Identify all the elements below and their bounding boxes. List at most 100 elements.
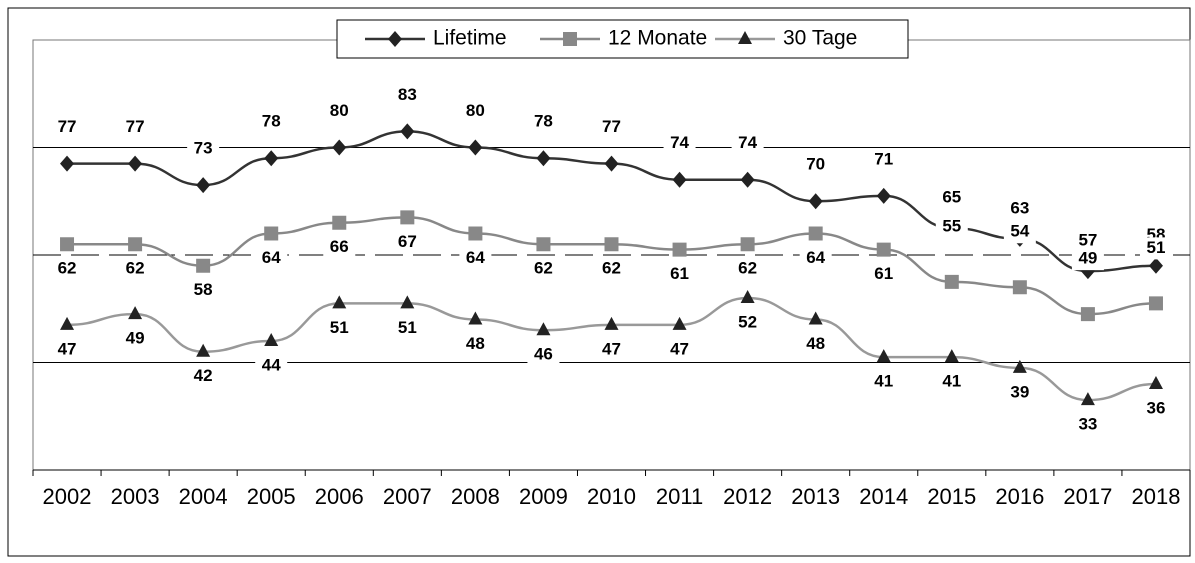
point (740, 290, 755, 303)
label-bg (595, 116, 628, 139)
point (1080, 392, 1095, 406)
point (400, 210, 415, 225)
point (332, 295, 347, 309)
x-tick-label: 2017 (1063, 484, 1112, 509)
point (264, 226, 279, 241)
label-bg (867, 371, 900, 394)
data-label: 64 (806, 248, 825, 267)
data-label: 47 (602, 339, 621, 358)
x-tick-label: 2002 (43, 484, 92, 509)
point (536, 322, 551, 336)
data-label: 36 (1147, 398, 1166, 417)
point (196, 177, 211, 194)
point (808, 311, 823, 325)
label-bg (799, 247, 832, 270)
data-label: 77 (126, 117, 145, 136)
data-label: 41 (874, 372, 893, 391)
label-bg (731, 258, 764, 281)
point (604, 237, 619, 252)
data-label: 64 (262, 248, 281, 267)
data-label: 65 (942, 188, 961, 207)
x-tick-label: 2013 (791, 484, 840, 509)
data-label: 66 (330, 237, 349, 256)
legend-label: Lifetime (433, 27, 507, 50)
label-bg (595, 338, 628, 361)
point (60, 155, 75, 172)
legend-marker (563, 32, 577, 46)
label-bg (1071, 230, 1104, 253)
x-tick-label: 2010 (587, 484, 636, 509)
label-bg (731, 312, 764, 334)
point (400, 295, 415, 309)
label-bg (187, 365, 220, 388)
data-label: 58 (194, 280, 213, 299)
point (808, 226, 823, 241)
x-tick-label: 2007 (383, 484, 432, 509)
point (264, 150, 279, 167)
point (196, 343, 211, 357)
label-bg (867, 148, 900, 171)
point (128, 155, 143, 172)
label-bg (595, 258, 628, 281)
label-bg (119, 258, 152, 281)
label-bg (255, 355, 288, 377)
point (196, 258, 211, 273)
point (1012, 359, 1027, 373)
point (1012, 280, 1027, 295)
point (604, 316, 619, 330)
data-label: 57 (1078, 231, 1097, 250)
x-tick-label: 2016 (995, 484, 1044, 509)
point (876, 187, 891, 204)
label-bg (323, 100, 356, 123)
point (672, 316, 687, 330)
point (672, 171, 687, 188)
data-label: 70 (806, 155, 825, 174)
label-bg (935, 215, 968, 238)
label-bg (799, 333, 832, 356)
point (128, 237, 143, 252)
data-label: 44 (262, 355, 281, 374)
label-bg (119, 116, 152, 139)
x-tick-label: 2004 (179, 484, 228, 509)
x-tick-label: 2011 (656, 484, 703, 509)
point (1080, 307, 1095, 322)
point (1148, 376, 1163, 389)
label-bg (1071, 414, 1104, 437)
label-bg (799, 154, 832, 177)
point (468, 139, 483, 156)
point (1148, 296, 1163, 311)
label-bg (1003, 197, 1036, 220)
data-label: 41 (942, 372, 961, 391)
label-bg (527, 258, 560, 281)
data-label: 51 (1147, 238, 1166, 257)
data-label: 61 (670, 264, 689, 283)
data-label: 42 (194, 366, 213, 385)
legend-label: 30 Tage (783, 27, 857, 50)
point (536, 237, 551, 252)
legend (336, 19, 909, 59)
data-label: 80 (330, 101, 349, 120)
point (468, 226, 483, 241)
label-bg (459, 100, 492, 123)
label-bg (1139, 237, 1172, 260)
legend-marker (738, 31, 752, 44)
data-label: 46 (534, 345, 553, 364)
data-label: 33 (1078, 415, 1097, 434)
data-label: 73 (194, 139, 213, 158)
data-label: 52 (738, 312, 757, 331)
point (264, 333, 279, 346)
data-label: 77 (58, 117, 77, 136)
x-tick-label: 2012 (723, 484, 772, 509)
data-label: 63 (1010, 198, 1029, 217)
point (740, 171, 755, 188)
label-bg (51, 258, 84, 281)
label-bg (663, 263, 696, 286)
point (536, 150, 551, 167)
label-bg (51, 338, 84, 361)
label-bg (187, 138, 220, 161)
point (332, 139, 347, 156)
x-tick-label: 2008 (451, 484, 500, 509)
data-label: 62 (738, 259, 757, 278)
data-label: 62 (58, 259, 77, 278)
label-bg (935, 371, 968, 394)
